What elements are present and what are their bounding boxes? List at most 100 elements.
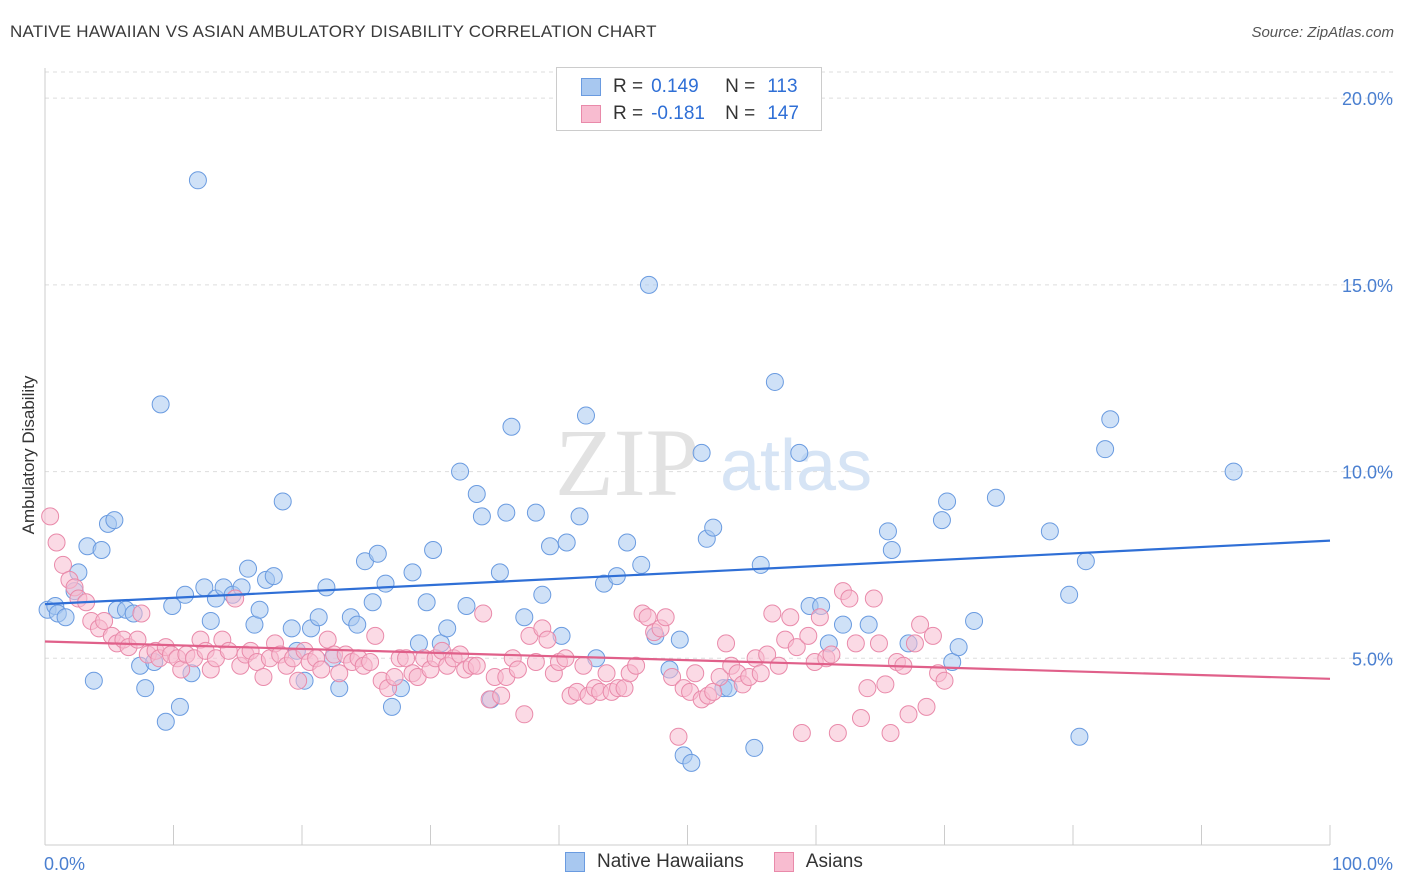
- data-point: [533, 585, 552, 604]
- data-point: [851, 709, 870, 728]
- data-point: [574, 656, 593, 675]
- data-point: [508, 660, 527, 679]
- data-point: [219, 641, 238, 660]
- series-asians: [41, 507, 954, 746]
- chart-title: NATIVE HAWAIIAN VS ASIAN AMBULATORY DISA…: [10, 22, 657, 41]
- legend-r-value: -0.181: [651, 103, 705, 124]
- y-tick-label: 15.0%: [1342, 276, 1393, 296]
- data-point: [864, 589, 883, 608]
- data-point: [289, 671, 308, 690]
- data-point: [692, 443, 711, 462]
- data-point: [878, 522, 897, 541]
- data-point: [810, 608, 829, 627]
- data-point: [656, 608, 675, 627]
- data-point: [132, 604, 151, 623]
- data-point: [858, 679, 877, 698]
- data-point: [597, 664, 616, 683]
- data-point: [245, 615, 264, 634]
- data-point: [717, 634, 736, 653]
- y-tick-label: 5.0%: [1352, 649, 1393, 669]
- data-point: [1070, 727, 1089, 746]
- data-point: [151, 395, 170, 414]
- legend-label: Asians: [805, 851, 863, 872]
- trend-line-asians: [44, 640, 1331, 680]
- data-point: [704, 682, 723, 701]
- data-point: [264, 567, 283, 586]
- data-point: [556, 649, 575, 668]
- data-point: [474, 604, 493, 623]
- legend-r-label: R =: [613, 76, 644, 97]
- data-point: [986, 488, 1005, 507]
- data-point: [669, 727, 688, 746]
- data-point: [490, 563, 509, 582]
- data-point: [1040, 522, 1059, 541]
- data-point: [799, 626, 818, 645]
- data-point: [451, 462, 470, 481]
- legend-swatch-blue: [581, 78, 601, 96]
- data-point: [1101, 410, 1120, 429]
- data-point: [627, 656, 646, 675]
- data-point: [869, 634, 888, 653]
- legend-swatch-pink: [581, 105, 601, 123]
- data-point: [538, 630, 557, 649]
- data-point: [41, 507, 60, 526]
- data-point: [250, 600, 269, 619]
- data-point: [363, 593, 382, 612]
- legend-item-asians[interactable]: Asians: [773, 851, 863, 873]
- data-point: [615, 679, 634, 698]
- data-point: [409, 634, 428, 653]
- data-point: [226, 589, 245, 608]
- series-legend: Native Hawaiians Asians: [565, 851, 893, 873]
- data-point: [949, 638, 968, 657]
- data-point: [497, 503, 516, 522]
- data-point: [965, 611, 984, 630]
- data-point: [385, 667, 404, 686]
- data-point: [467, 656, 486, 675]
- data-point: [515, 608, 534, 627]
- y-axis-label: Ambulatory Disability: [19, 375, 38, 534]
- data-point: [751, 555, 770, 574]
- data-point: [156, 712, 175, 731]
- data-point: [932, 511, 951, 530]
- data-point: [95, 611, 114, 630]
- data-point: [105, 511, 124, 530]
- legend-r-value: 0.149: [651, 76, 699, 97]
- y-tick-label: 10.0%: [1342, 463, 1393, 483]
- data-point: [632, 555, 651, 574]
- data-point: [710, 667, 729, 686]
- data-point: [366, 626, 385, 645]
- data-point: [188, 171, 207, 190]
- data-point: [361, 653, 380, 672]
- data-point: [763, 604, 782, 623]
- legend-n-value: 113: [767, 76, 798, 97]
- data-point: [492, 686, 511, 705]
- watermark-atlas: atlas: [720, 426, 872, 506]
- axes: [44, 68, 1331, 846]
- legend-item-native-hawaiians[interactable]: Native Hawaiians: [565, 851, 744, 873]
- data-point: [467, 484, 486, 503]
- data-point: [92, 540, 111, 559]
- data-point: [136, 679, 155, 698]
- data-point: [790, 443, 809, 462]
- data-point: [382, 697, 401, 716]
- data-point: [1076, 552, 1095, 571]
- data-point: [254, 667, 273, 686]
- data-point: [53, 555, 72, 574]
- data-point: [638, 608, 657, 627]
- x-tick-label: 100.0%: [1332, 854, 1393, 874]
- data-point: [923, 626, 942, 645]
- data-point: [526, 503, 545, 522]
- data-point: [541, 537, 560, 556]
- legend-row-native-hawaiians: R = 0.149 N = 113: [557, 74, 798, 100]
- data-point: [938, 492, 957, 511]
- data-point: [472, 507, 491, 526]
- data-point: [639, 275, 658, 294]
- data-point: [787, 638, 806, 657]
- data-point: [663, 667, 682, 686]
- stats-legend: R = 0.149 N = 113 R = -0.181 N = 147: [556, 67, 822, 131]
- data-point: [403, 563, 422, 582]
- data-point: [781, 608, 800, 627]
- data-point: [682, 753, 701, 772]
- data-point: [765, 372, 784, 391]
